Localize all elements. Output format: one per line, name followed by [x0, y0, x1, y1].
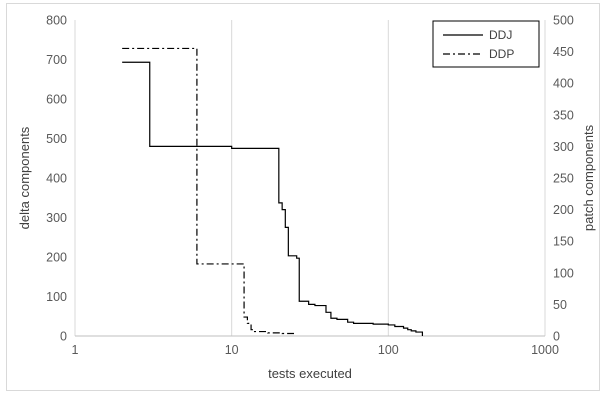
y-tick-label-right: 400 — [553, 77, 574, 91]
x-tick-label: 1000 — [531, 343, 559, 357]
legend-label-ddp: DDP — [489, 47, 514, 61]
y-tick-label-right: 250 — [553, 172, 574, 186]
series-line-ddp — [122, 47, 295, 335]
y-tick-label-right: 100 — [553, 266, 574, 280]
y-tick-label-right: 0 — [553, 330, 560, 344]
y-axis-title-left: delta components — [17, 126, 32, 229]
series-line-ddj — [122, 61, 424, 336]
y-tick-label-left: 500 — [46, 132, 67, 146]
y-tick-label-left: 0 — [60, 330, 67, 344]
gridlines — [74, 20, 546, 336]
x-axis-title: tests executed — [268, 366, 352, 381]
y-tick-label-left: 300 — [46, 211, 67, 225]
y-axis-title-right: patch components — [581, 124, 596, 231]
x-tick-label: 100 — [378, 343, 399, 357]
y-tick-label-right: 50 — [553, 298, 567, 312]
y-tick-label-right: 450 — [553, 45, 574, 59]
y-tick-label-left: 400 — [46, 172, 67, 186]
y-tick-label-left: 600 — [46, 93, 67, 107]
y-tick-label-right: 300 — [553, 140, 574, 154]
y-tick-label-left: 200 — [46, 251, 67, 265]
chart-frame: 1 10 100 1000 0 100 200 300 400 500 600 700 800 0 50 10… — [6, 3, 600, 391]
y-tick-label-left: 800 — [46, 14, 67, 28]
legend: DDJ DDP — [432, 20, 540, 68]
y-tick-label-left: 100 — [46, 290, 67, 304]
step-chart: 1 10 100 1000010020030040050060070080005010… — [17, 14, 596, 382]
legend-box — [432, 20, 540, 68]
y-tick-label-right: 150 — [553, 235, 574, 249]
y-tick-label-right: 200 — [553, 203, 574, 217]
x-tick-label: 10 — [225, 343, 239, 357]
series-layer — [122, 47, 424, 336]
y-tick-label-right: 350 — [553, 108, 574, 122]
tick-labels: 1 10 100 1000010020030040050060070080005010… — [46, 14, 574, 358]
x-tick-label: 1 — [72, 343, 79, 357]
y-tick-label-right: 500 — [553, 14, 574, 28]
legend-label-ddj: DDJ — [489, 28, 512, 42]
y-tick-label-left: 700 — [46, 53, 67, 67]
